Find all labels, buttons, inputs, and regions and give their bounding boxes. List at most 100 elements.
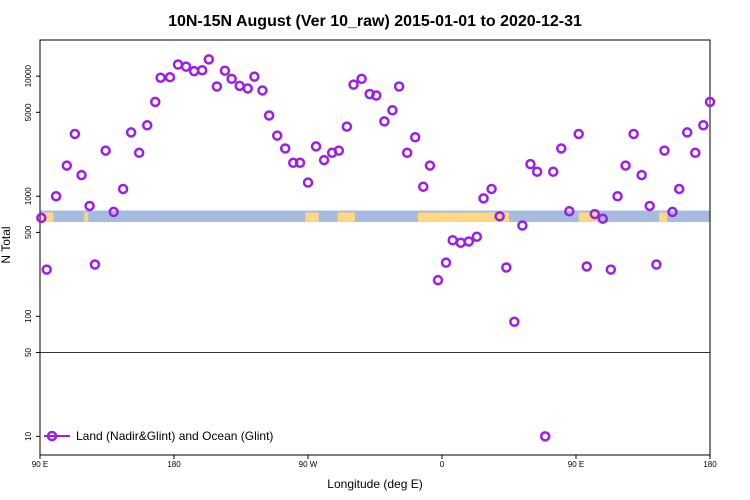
data-point xyxy=(76,169,87,181)
data-point xyxy=(196,64,208,76)
data-point xyxy=(302,177,314,188)
data-point xyxy=(333,145,345,156)
data-point xyxy=(271,130,283,141)
data-point xyxy=(133,147,145,159)
data-point xyxy=(417,181,429,192)
y-tick-label: 5000 xyxy=(24,103,33,121)
y-tick-label: 10000 xyxy=(24,64,33,87)
data-point xyxy=(440,257,452,268)
data-point xyxy=(704,96,716,108)
data-point xyxy=(605,264,617,275)
y-tick-label: 100 xyxy=(24,309,33,323)
data-point xyxy=(141,120,153,131)
ocean-band xyxy=(40,210,710,223)
data-point xyxy=(455,237,467,248)
data-point xyxy=(401,147,413,159)
y-tick-label: 10 xyxy=(24,431,33,440)
data-point xyxy=(525,158,536,170)
land-segment xyxy=(305,212,319,223)
data-point xyxy=(432,274,444,286)
land-segment xyxy=(84,212,89,223)
x-tick-label: 90 E xyxy=(568,460,584,469)
data-points xyxy=(36,54,716,442)
data-point xyxy=(294,157,306,169)
data-point xyxy=(556,143,567,154)
data-point xyxy=(108,206,119,218)
land-segment xyxy=(337,212,355,223)
data-point xyxy=(117,183,129,195)
data-point xyxy=(211,81,223,92)
data-point xyxy=(690,147,701,159)
data-point xyxy=(279,143,291,154)
data-point xyxy=(149,96,161,108)
data-point xyxy=(188,65,200,77)
legend: Land (Nadir&Glint) and Ocean (Glint) xyxy=(44,429,273,443)
data-point xyxy=(424,160,436,171)
data-point xyxy=(531,166,543,177)
legend-marker xyxy=(46,430,58,442)
data-point xyxy=(573,128,584,140)
data-point xyxy=(203,54,215,65)
data-point xyxy=(69,128,81,140)
data-point xyxy=(125,127,137,138)
data-point xyxy=(288,157,299,169)
data-point xyxy=(478,193,489,204)
y-axis-label: N Total xyxy=(0,226,13,263)
data-point xyxy=(379,116,390,127)
data-point xyxy=(471,231,483,242)
land-segment xyxy=(659,212,668,223)
data-point xyxy=(509,316,520,328)
y-tick-label: 500 xyxy=(24,225,33,239)
data-point xyxy=(589,208,601,220)
data-point xyxy=(263,110,275,121)
legend-label: Land (Nadir&Glint) and Ocean (Glint) xyxy=(76,429,273,443)
data-point xyxy=(564,205,575,217)
y-tick-label: 50 xyxy=(24,347,33,356)
data-point xyxy=(242,83,253,94)
x-tick-label: 90 W xyxy=(299,460,318,469)
data-point xyxy=(659,145,670,156)
y-axis-ticks: 10 50 100 500 1000 5000 10000 xyxy=(24,64,40,441)
data-point xyxy=(36,212,47,224)
data-point xyxy=(409,131,421,143)
x-tick-label: 180 xyxy=(167,460,181,469)
data-point xyxy=(249,71,260,82)
data-point xyxy=(494,211,505,222)
land-segment xyxy=(578,212,599,223)
x-tick-label: 180 xyxy=(703,460,717,469)
data-point xyxy=(318,154,330,166)
x-axis-ticks: 90 E 180 90 W 0 90 E 180 xyxy=(32,455,717,469)
data-point xyxy=(180,61,192,72)
data-point xyxy=(463,236,475,247)
data-point xyxy=(387,105,398,116)
plot-frame xyxy=(39,39,711,456)
y-tick-label: 1000 xyxy=(24,187,33,205)
data-point xyxy=(651,259,662,270)
data-point xyxy=(636,169,647,181)
data-point xyxy=(41,264,52,275)
data-point xyxy=(673,183,685,195)
data-point xyxy=(219,65,231,76)
data-point xyxy=(50,190,62,202)
land-ocean-band xyxy=(40,210,710,223)
data-point xyxy=(547,166,559,177)
data-point xyxy=(84,200,95,212)
data-point xyxy=(348,79,359,90)
x-tick-label: 90 E xyxy=(32,460,48,469)
chart-title: 10N-15N August (Ver 10_raw) 2015-01-01 t… xyxy=(168,13,582,30)
data-point xyxy=(681,127,693,138)
data-point xyxy=(89,259,101,270)
data-point xyxy=(539,431,551,442)
data-point xyxy=(371,90,382,101)
data-point xyxy=(61,160,73,171)
data-point xyxy=(310,141,322,152)
data-point xyxy=(612,190,623,202)
data-point xyxy=(257,85,268,96)
data-point xyxy=(172,59,184,70)
data-point xyxy=(356,73,367,85)
land-segment xyxy=(417,212,509,223)
land-segment xyxy=(40,212,54,223)
data-point xyxy=(698,120,709,131)
data-point xyxy=(486,183,497,195)
